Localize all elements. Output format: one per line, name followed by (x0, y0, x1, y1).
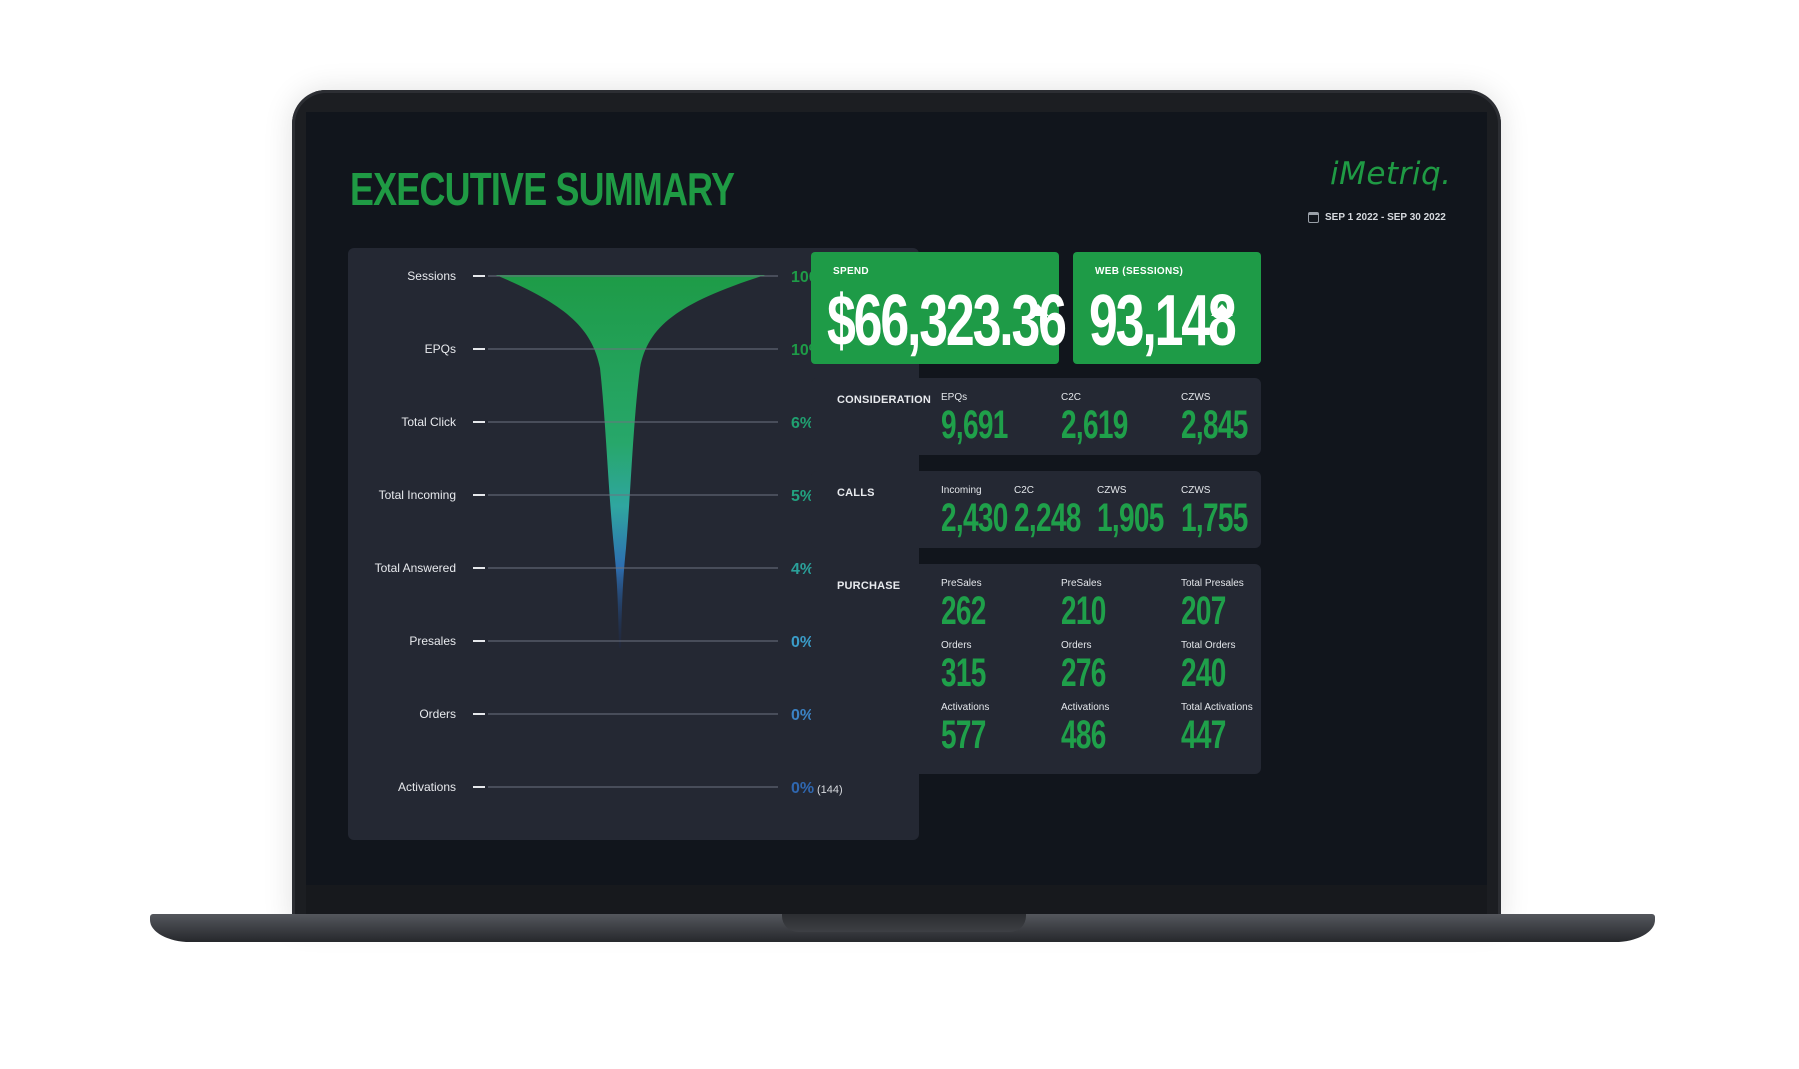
page-title: EXECUTIVE SUMMARY (350, 163, 735, 215)
metric-label: Total Orders (1181, 640, 1236, 651)
trend-up-icon (1027, 304, 1049, 316)
metric-label: PreSales (941, 578, 982, 589)
metric-label: C2C (1061, 392, 1082, 403)
metric-label: CZWS (1181, 485, 1211, 496)
purchase-metric: Orders 276 (1061, 640, 1125, 693)
funnel-stage-percent: 0% (791, 780, 814, 797)
metric-value: 207 (1181, 589, 1226, 633)
funnel-stage-label: Total Answered (375, 561, 456, 575)
funnel-stage-label: Presales (409, 634, 456, 648)
consideration-metric: EPQs 9,691 (941, 392, 1036, 445)
consideration-metric: CZWS 2,845 (1181, 392, 1276, 445)
dashboard-screen: EXECUTIVE SUMMARY iMetriq. SEP 1 2022 - … (306, 112, 1487, 885)
metric-value: 315 (941, 651, 986, 695)
metric-value: 240 (1181, 651, 1226, 695)
metric-label: Activations (1061, 702, 1110, 713)
funnel-stage-percent: 5% (791, 488, 814, 505)
funnel-stage-percent: 6% (791, 415, 814, 432)
spend-kpi-card[interactable]: SPEND $66,323.36 (811, 252, 1067, 364)
calls-card: CALLS Incoming 2,430 C2C 2,248 CZWS 1,90… (811, 471, 1261, 548)
purchase-card: PURCHASE PreSales 262 PreSales 210 Total Pre… (811, 564, 1261, 774)
calls-title: CALLS (837, 487, 875, 499)
purchase-metric: Orders 315 (941, 640, 1005, 693)
funnel-stage-label: Orders (419, 707, 456, 721)
purchase-metric: Total Orders 240 (1181, 640, 1245, 693)
funnel-stage-label: Sessions (407, 269, 456, 283)
purchase-title: PURCHASE (837, 580, 901, 592)
purchase-metric: Activations 577 (941, 702, 1005, 755)
calls-metric: C2C 2,248 (1014, 485, 1109, 538)
spend-value: $66,323.36 (827, 281, 1067, 361)
metric-value: 1,755 (1181, 496, 1248, 540)
funnel-stage-count: (144) (817, 784, 843, 796)
funnel-stage-percent: 4% (791, 561, 814, 578)
metric-value: 2,430 (941, 496, 1008, 540)
purchase-metric: Activations 486 (1061, 702, 1125, 755)
metric-label: PreSales (1061, 578, 1102, 589)
metric-label: Activations (941, 702, 990, 713)
metric-value: 577 (941, 713, 986, 757)
consideration-card: CONSIDERATION EPQs 9,691 C2C 2,619 CZWS … (811, 378, 1261, 455)
funnel-stage-label: Total Click (401, 415, 457, 429)
metric-label: Orders (941, 640, 972, 651)
funnel-stage-label: Total Incoming (379, 488, 456, 502)
web-sessions-value: 93,148 (1089, 281, 1237, 361)
funnel-shape (496, 275, 765, 648)
metric-value: 262 (941, 589, 986, 633)
funnel-stage-percent: 0% (791, 707, 814, 724)
funnel-stage-percent: 0% (791, 634, 814, 651)
calls-metric: CZWS 1,905 (1097, 485, 1192, 538)
metric-value: 2,619 (1061, 403, 1128, 447)
funnel-stage-label: Activations (398, 780, 456, 794)
metric-value: 276 (1061, 651, 1106, 695)
metric-label: Orders (1061, 640, 1092, 651)
metric-label: C2C (1014, 485, 1035, 496)
date-range-label: SEP 1 2022 - SEP 30 2022 (1325, 212, 1446, 223)
calls-metric: CZWS 1,755 (1181, 485, 1276, 538)
brand-logo: iMetriq. (1330, 156, 1452, 192)
calendar-icon (1308, 212, 1319, 223)
purchase-metric: PreSales 262 (941, 578, 1005, 631)
purchase-metric: Total Presales 207 (1181, 578, 1245, 631)
trend-up-icon (1211, 304, 1233, 316)
metric-value: 1,905 (1097, 496, 1164, 540)
metric-label: Total Activations (1181, 702, 1253, 713)
purchase-metric: Total Activations 447 (1181, 702, 1253, 755)
metric-value: 9,691 (941, 403, 1008, 447)
laptop-notch (782, 914, 1026, 932)
metric-label: Total Presales (1181, 578, 1244, 589)
calls-metric: Incoming 2,430 (941, 485, 1036, 538)
metric-label: Incoming (941, 485, 982, 496)
purchase-metric: PreSales 210 (1061, 578, 1125, 631)
metric-label: CZWS (1097, 485, 1127, 496)
spend-label: SPEND (833, 266, 869, 277)
metric-value: 210 (1061, 589, 1106, 633)
consideration-metric: C2C 2,619 (1061, 392, 1156, 445)
consideration-title: CONSIDERATION (837, 394, 932, 406)
metric-value: 2,845 (1181, 403, 1248, 447)
web-sessions-kpi-card[interactable]: WEB (SESSIONS) 93,148 (1073, 252, 1261, 364)
metric-label: EPQs (941, 392, 968, 403)
metric-value: 447 (1181, 713, 1226, 757)
metric-label: CZWS (1181, 392, 1211, 403)
metric-value: 2,248 (1014, 496, 1081, 540)
funnel-stage-label: EPQs (425, 342, 456, 356)
date-range[interactable]: SEP 1 2022 - SEP 30 2022 (1308, 212, 1446, 223)
metric-value: 486 (1061, 713, 1106, 757)
web-sessions-label: WEB (SESSIONS) (1095, 266, 1184, 277)
